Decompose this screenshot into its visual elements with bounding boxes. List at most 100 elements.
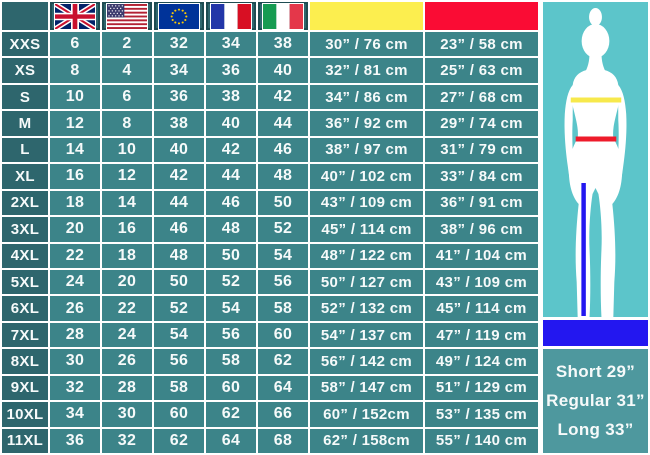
table-cell: 56 xyxy=(258,269,308,295)
table-cell: 8 xyxy=(102,111,152,136)
table-cell: 47” / 119 cm xyxy=(425,322,538,348)
table-cell: 45” / 114 cm xyxy=(310,217,423,242)
table-cell: 32” / 81 cm xyxy=(310,58,423,83)
table-cell: 22 xyxy=(50,243,100,268)
italy-column-header xyxy=(258,2,308,30)
table-cell: 24 xyxy=(50,269,100,295)
table-cell: 6 xyxy=(50,32,100,57)
table-cell: 42 xyxy=(258,84,308,110)
table-cell: 38 xyxy=(154,111,204,136)
table-cell: 46 xyxy=(206,190,256,216)
eu-column-header xyxy=(154,2,204,30)
table-cell: 8 xyxy=(50,58,100,83)
table-cell: 32 xyxy=(154,32,204,57)
figure-panel: Short 29” Regular 31” Long 33” xyxy=(540,0,650,455)
table-cell: 38 xyxy=(258,32,308,57)
table-cell: 60 xyxy=(206,375,256,401)
table-cell: 25” / 63 cm xyxy=(425,58,538,83)
table-cell: 46 xyxy=(258,137,308,163)
table-cell: 34 xyxy=(206,32,256,57)
hair-bun xyxy=(589,8,602,26)
us-column-header xyxy=(102,2,152,30)
table-cell: 52 xyxy=(258,217,308,242)
size-label: 9XL xyxy=(2,375,48,401)
table-cell: 46 xyxy=(154,217,204,242)
table-cell: 55” / 140 cm xyxy=(425,428,538,453)
table-cell: 68 xyxy=(258,428,308,453)
table-cell: 58 xyxy=(154,375,204,401)
table-cell: 30 xyxy=(50,349,100,374)
size-label: XL xyxy=(2,164,48,189)
table-cell: 56 xyxy=(154,349,204,374)
table-cell: 31” / 79 cm xyxy=(425,137,538,163)
table-cell: 10 xyxy=(102,137,152,163)
table-cell: 44 xyxy=(206,164,256,189)
table-cell: 51” / 129 cm xyxy=(425,375,538,401)
table-cell: 41” / 104 cm xyxy=(425,243,538,268)
table-cell: 18 xyxy=(50,190,100,216)
body-figure xyxy=(543,2,648,317)
table-cell: 10 xyxy=(50,84,100,110)
leg-length-option: Short 29” xyxy=(555,362,636,381)
table-cell: 64 xyxy=(206,428,256,453)
table-cell: 43” / 109 cm xyxy=(310,190,423,216)
italy-flag-icon xyxy=(262,2,304,30)
france-column-header xyxy=(206,2,256,30)
table-cell: 30” / 76 cm xyxy=(310,32,423,57)
size-label: L xyxy=(2,137,48,163)
table-cell: 34 xyxy=(50,402,100,427)
size-label: 6XL xyxy=(2,296,48,321)
neck xyxy=(584,52,607,73)
table-cell: 36” / 91 cm xyxy=(425,190,538,216)
left-arm xyxy=(564,85,575,185)
size-label: 8XL xyxy=(2,349,48,374)
france-flag-icon xyxy=(210,2,252,30)
table-cell: 54” / 137 cm xyxy=(310,322,423,348)
table-cell: 4 xyxy=(102,58,152,83)
table-cell: 62 xyxy=(206,402,256,427)
table-cell: 43” / 109 cm xyxy=(425,269,538,295)
size-label: 2XL xyxy=(2,190,48,216)
uk-column-header xyxy=(50,2,100,30)
size-label: XXS xyxy=(2,32,48,57)
size-label: 4XL xyxy=(2,243,48,268)
table-cell: 16 xyxy=(102,217,152,242)
table-cell: 29” / 74 cm xyxy=(425,111,538,136)
female-body-silhouette xyxy=(564,8,627,317)
us-flag-icon xyxy=(106,2,148,30)
leg-length-option: Regular 31” xyxy=(546,391,645,410)
table-cell: 14 xyxy=(50,137,100,163)
table-cell: 62” / 158cm xyxy=(310,428,423,453)
eu-flag-icon xyxy=(158,2,200,30)
waist-color-header xyxy=(425,2,538,30)
table-cell: 48” / 122 cm xyxy=(310,243,423,268)
table-cell: 18 xyxy=(102,243,152,268)
size-label: 5XL xyxy=(2,269,48,295)
table-cell: 42 xyxy=(206,137,256,163)
table-cell: 56” / 142 cm xyxy=(310,349,423,374)
table-cell: 60” / 152cm xyxy=(310,402,423,427)
table-cell: 52 xyxy=(206,269,256,295)
table-cell: 58 xyxy=(258,296,308,321)
table-cell: 53” / 135 cm xyxy=(425,402,538,427)
size-label: S xyxy=(2,84,48,110)
table-cell: 26 xyxy=(50,296,100,321)
size-label: XS xyxy=(2,58,48,83)
table-cell: 58 xyxy=(206,349,256,374)
inseam-color-bar xyxy=(543,320,648,346)
bust-color-header xyxy=(310,2,423,30)
table-cell: 38” / 96 cm xyxy=(425,217,538,242)
table-cell: 62 xyxy=(154,428,204,453)
head xyxy=(581,24,610,58)
table-cell: 6 xyxy=(102,84,152,110)
size-label: M xyxy=(2,111,48,136)
table-cell: 40” / 102 cm xyxy=(310,164,423,189)
table-cell: 22 xyxy=(102,296,152,321)
table-cell: 52 xyxy=(154,296,204,321)
table-cell: 2 xyxy=(102,32,152,57)
table-cell: 40 xyxy=(154,137,204,163)
table-cell: 16 xyxy=(50,164,100,189)
table-cell: 20 xyxy=(50,217,100,242)
table-cell: 12 xyxy=(102,164,152,189)
table-cell: 62 xyxy=(258,349,308,374)
